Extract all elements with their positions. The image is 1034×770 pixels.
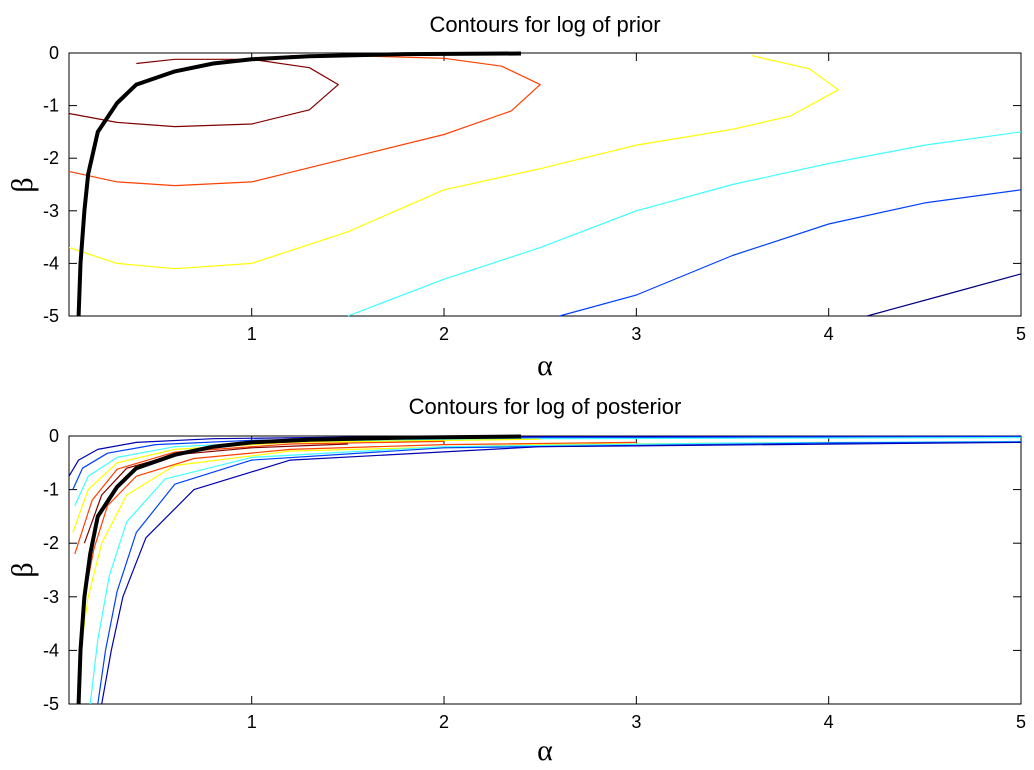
- x-axis-label: α: [537, 349, 553, 382]
- y-tick-label: 0: [49, 43, 59, 63]
- highlight-curve: [76, 434, 522, 705]
- contour-lines: [68, 51, 1022, 317]
- posterior-contour-panel: Contours for log of posterior α β 1 2 3 4 5 0…: [6, 394, 1026, 767]
- x-tick-label: 5: [1016, 324, 1026, 344]
- contour-line: [347, 131, 1022, 317]
- y-tick-label: -2: [43, 148, 59, 168]
- y-tick-label: -4: [43, 640, 59, 660]
- highlight-curve: [76, 51, 522, 317]
- contour-line: [866, 273, 1022, 317]
- plot-frame: [68, 435, 1022, 705]
- y-tick-label: -1: [43, 96, 59, 116]
- chart-title: Contours for log of posterior: [409, 394, 682, 419]
- axis-ticks: 1 2 3 4 5 0 -1 -2 -3 -4 -5: [43, 426, 1026, 732]
- y-tick-label: 0: [49, 426, 59, 446]
- x-axis-label: α: [537, 734, 553, 767]
- y-tick-label: -5: [43, 694, 59, 714]
- chart-title: Contours for log of prior: [429, 12, 660, 37]
- plot-frame: [68, 52, 1022, 317]
- contour-lines: [68, 434, 1022, 705]
- contour-line: [72, 438, 541, 533]
- y-tick-label: -4: [43, 253, 59, 273]
- x-tick-label: 1: [247, 324, 257, 344]
- x-tick-label: 4: [824, 324, 834, 344]
- x-tick-label: 1: [247, 712, 257, 732]
- contour-line: [68, 54, 541, 187]
- contour-line: [68, 55, 839, 270]
- axis-ticks: 1 2 3 4 5 0 -1 -2 -3 -4 -5: [43, 43, 1026, 344]
- contour-line: [74, 437, 1022, 506]
- x-tick-label: 4: [824, 712, 834, 732]
- y-tick-label: -1: [43, 480, 59, 500]
- y-tick-label: -2: [43, 533, 59, 553]
- contour-line: [68, 435, 1022, 477]
- contour-line: [68, 58, 339, 128]
- contour-line: [72, 436, 1022, 490]
- contour-line: [559, 189, 1022, 317]
- y-axis-label: β: [6, 177, 39, 192]
- x-tick-label: 2: [439, 712, 449, 732]
- y-tick-label: -3: [43, 587, 59, 607]
- contour-line: [89, 440, 1022, 705]
- x-tick-label: 2: [439, 324, 449, 344]
- contour-line: [101, 441, 1022, 705]
- y-axis-label: β: [6, 562, 39, 577]
- contour-line: [74, 440, 445, 555]
- x-tick-label: 3: [631, 712, 641, 732]
- x-tick-label: 5: [1016, 712, 1026, 732]
- y-tick-label: -5: [43, 306, 59, 326]
- prior-contour-panel: Contours for log of prior α β 1 2 3 4 5 0 -1 -2…: [6, 12, 1026, 382]
- contour-line: [81, 441, 637, 608]
- x-tick-label: 3: [631, 324, 641, 344]
- contour-line: [97, 441, 1022, 705]
- y-tick-label: -3: [43, 201, 59, 221]
